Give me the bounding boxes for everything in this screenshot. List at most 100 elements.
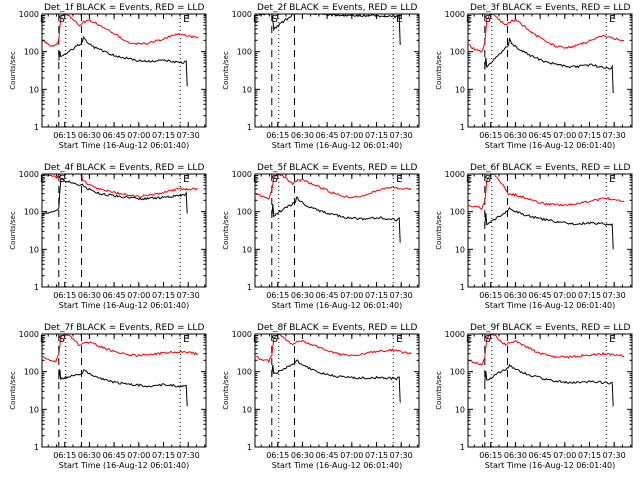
- x-tick-label: 07:30: [390, 451, 413, 460]
- y-axis-label: Counts/sec: [9, 211, 17, 250]
- interval-marker-label: E: [396, 174, 402, 185]
- y-tick-label: 1: [247, 443, 252, 452]
- events-series-line: [484, 363, 614, 407]
- x-tick-label: 06:45: [103, 131, 126, 140]
- interval-marker-label: E: [183, 174, 189, 185]
- panel-title: Det_4f BLACK = Events, RED = LLD: [44, 163, 204, 173]
- x-tick-label: 07:00: [340, 451, 363, 460]
- plot-data-area: [468, 174, 625, 250]
- plot-frame: [41, 13, 207, 128]
- x-tick-label: 06:15: [479, 291, 502, 300]
- detector-panel-1: Det_1f BLACK = Events, RED = LLDESE11010…: [9, 3, 207, 150]
- y-tick-label: 100: [24, 368, 39, 377]
- interval-marker-label: E: [183, 14, 189, 25]
- y-tick-label: 1: [460, 443, 465, 452]
- y-tick-label: 1: [247, 123, 252, 132]
- x-tick-label: 06:15: [53, 291, 76, 300]
- x-axis-label: Start Time (16-Aug-12 06:01:40): [59, 141, 190, 150]
- y-tick-label: 100: [237, 368, 252, 377]
- x-tick-label: 07:30: [177, 131, 200, 140]
- x-tick-label: 07:30: [177, 451, 200, 460]
- x-tick-label: 07:00: [340, 131, 363, 140]
- x-tick-label: 06:30: [291, 131, 314, 140]
- x-tick-label: 07:00: [340, 291, 363, 300]
- x-tick-label: 07:30: [390, 131, 413, 140]
- y-tick-label: 10: [242, 85, 252, 94]
- x-axis-label: Start Time (16-Aug-12 06:01:40): [59, 301, 190, 310]
- plot-data-area: [468, 334, 625, 407]
- lld-series-line: [42, 174, 199, 199]
- y-tick-label: 10: [29, 405, 39, 414]
- x-tick-label: 07:30: [603, 451, 626, 460]
- y-tick-label: 1: [460, 283, 465, 292]
- x-tick-label: 06:45: [529, 291, 552, 300]
- y-axis-label: Counts/sec: [222, 371, 230, 410]
- y-tick-label: 10: [242, 405, 252, 414]
- panel-title: Det_7f BLACK = Events, RED = LLD: [44, 323, 204, 333]
- y-tick-label: 100: [450, 208, 465, 217]
- lld-series-line: [255, 174, 412, 200]
- detector-panel-7: Det_7f BLACK = Events, RED = LLDESE11010…: [9, 323, 207, 470]
- x-tick-label: 06:45: [103, 451, 126, 460]
- detector-panel-5: Det_5f BLACK = Events, RED = LLDESE11010…: [222, 163, 420, 310]
- y-tick-label: 10: [29, 85, 39, 94]
- lld-series-line: [468, 14, 625, 53]
- detector-panel-6: Det_6f BLACK = Events, RED = LLDESE11010…: [435, 163, 633, 310]
- x-axis-label: Start Time (16-Aug-12 06:01:40): [272, 141, 403, 150]
- detector-panel-9: Det_9f BLACK = Events, RED = LLDESE11010…: [435, 323, 633, 470]
- x-tick-label: 06:45: [316, 291, 339, 300]
- panel-title: Det_6f BLACK = Events, RED = LLD: [470, 163, 630, 173]
- interval-marker-label: S: [59, 174, 65, 185]
- y-tick-label: 1: [34, 443, 39, 452]
- plot-data-area: [42, 334, 199, 407]
- x-axis-label: Start Time (16-Aug-12 06:01:40): [59, 461, 190, 470]
- interval-marker-label: E: [396, 14, 402, 25]
- y-axis-label: Counts/sec: [222, 51, 230, 90]
- x-tick-label: 06:30: [78, 451, 101, 460]
- x-axis-label: Start Time (16-Aug-12 06:01:40): [272, 461, 403, 470]
- x-tick-label: 06:30: [291, 451, 314, 460]
- plot-frame: [467, 333, 633, 448]
- x-axis-label: Start Time (16-Aug-12 06:01:40): [485, 141, 616, 150]
- plot-frame: [467, 13, 633, 128]
- x-tick-label: 07:30: [603, 291, 626, 300]
- x-tick-label: 07:00: [553, 451, 576, 460]
- x-tick-label: 06:45: [529, 131, 552, 140]
- x-tick-label: 07:00: [127, 451, 150, 460]
- x-tick-label: 07:30: [603, 131, 626, 140]
- detector-panel-8: Det_8f BLACK = Events, RED = LLDESE11010…: [222, 323, 420, 470]
- x-tick-label: 06:15: [266, 131, 289, 140]
- y-tick-label: 10: [455, 245, 465, 254]
- plot-frame: [254, 333, 420, 448]
- x-tick-label: 07:30: [177, 291, 200, 300]
- plot-data-area: [255, 334, 412, 403]
- interval-marker-label: E: [609, 14, 615, 25]
- x-tick-label: 07:15: [578, 131, 601, 140]
- x-tick-label: 06:30: [291, 291, 314, 300]
- x-tick-label: 06:30: [504, 131, 527, 140]
- y-tick-label: 1: [34, 283, 39, 292]
- y-tick-label: 1: [34, 123, 39, 132]
- y-tick-label: 1000: [232, 170, 252, 179]
- x-axis-label: Start Time (16-Aug-12 06:01:40): [485, 301, 616, 310]
- plot-frame: [254, 13, 420, 128]
- y-axis-label: Counts/sec: [9, 51, 17, 90]
- interval-marker-label: S: [272, 14, 278, 25]
- y-tick-label: 1000: [445, 330, 465, 339]
- plot-frame: [41, 333, 207, 448]
- events-series-line: [271, 196, 401, 243]
- plot-frame: [254, 173, 420, 288]
- y-tick-label: 1000: [445, 170, 465, 179]
- y-tick-label: 100: [24, 208, 39, 217]
- y-axis-label: Counts/sec: [9, 371, 17, 410]
- events-series-line: [42, 178, 188, 216]
- x-tick-label: 06:15: [479, 131, 502, 140]
- y-axis-label: Counts/sec: [222, 211, 230, 250]
- x-tick-label: 06:15: [266, 451, 289, 460]
- x-axis-label: Start Time (16-Aug-12 06:01:40): [272, 301, 403, 310]
- events-series-line: [484, 36, 614, 94]
- y-tick-label: 10: [242, 245, 252, 254]
- y-tick-label: 1000: [445, 10, 465, 19]
- plot-data-area: [42, 14, 199, 87]
